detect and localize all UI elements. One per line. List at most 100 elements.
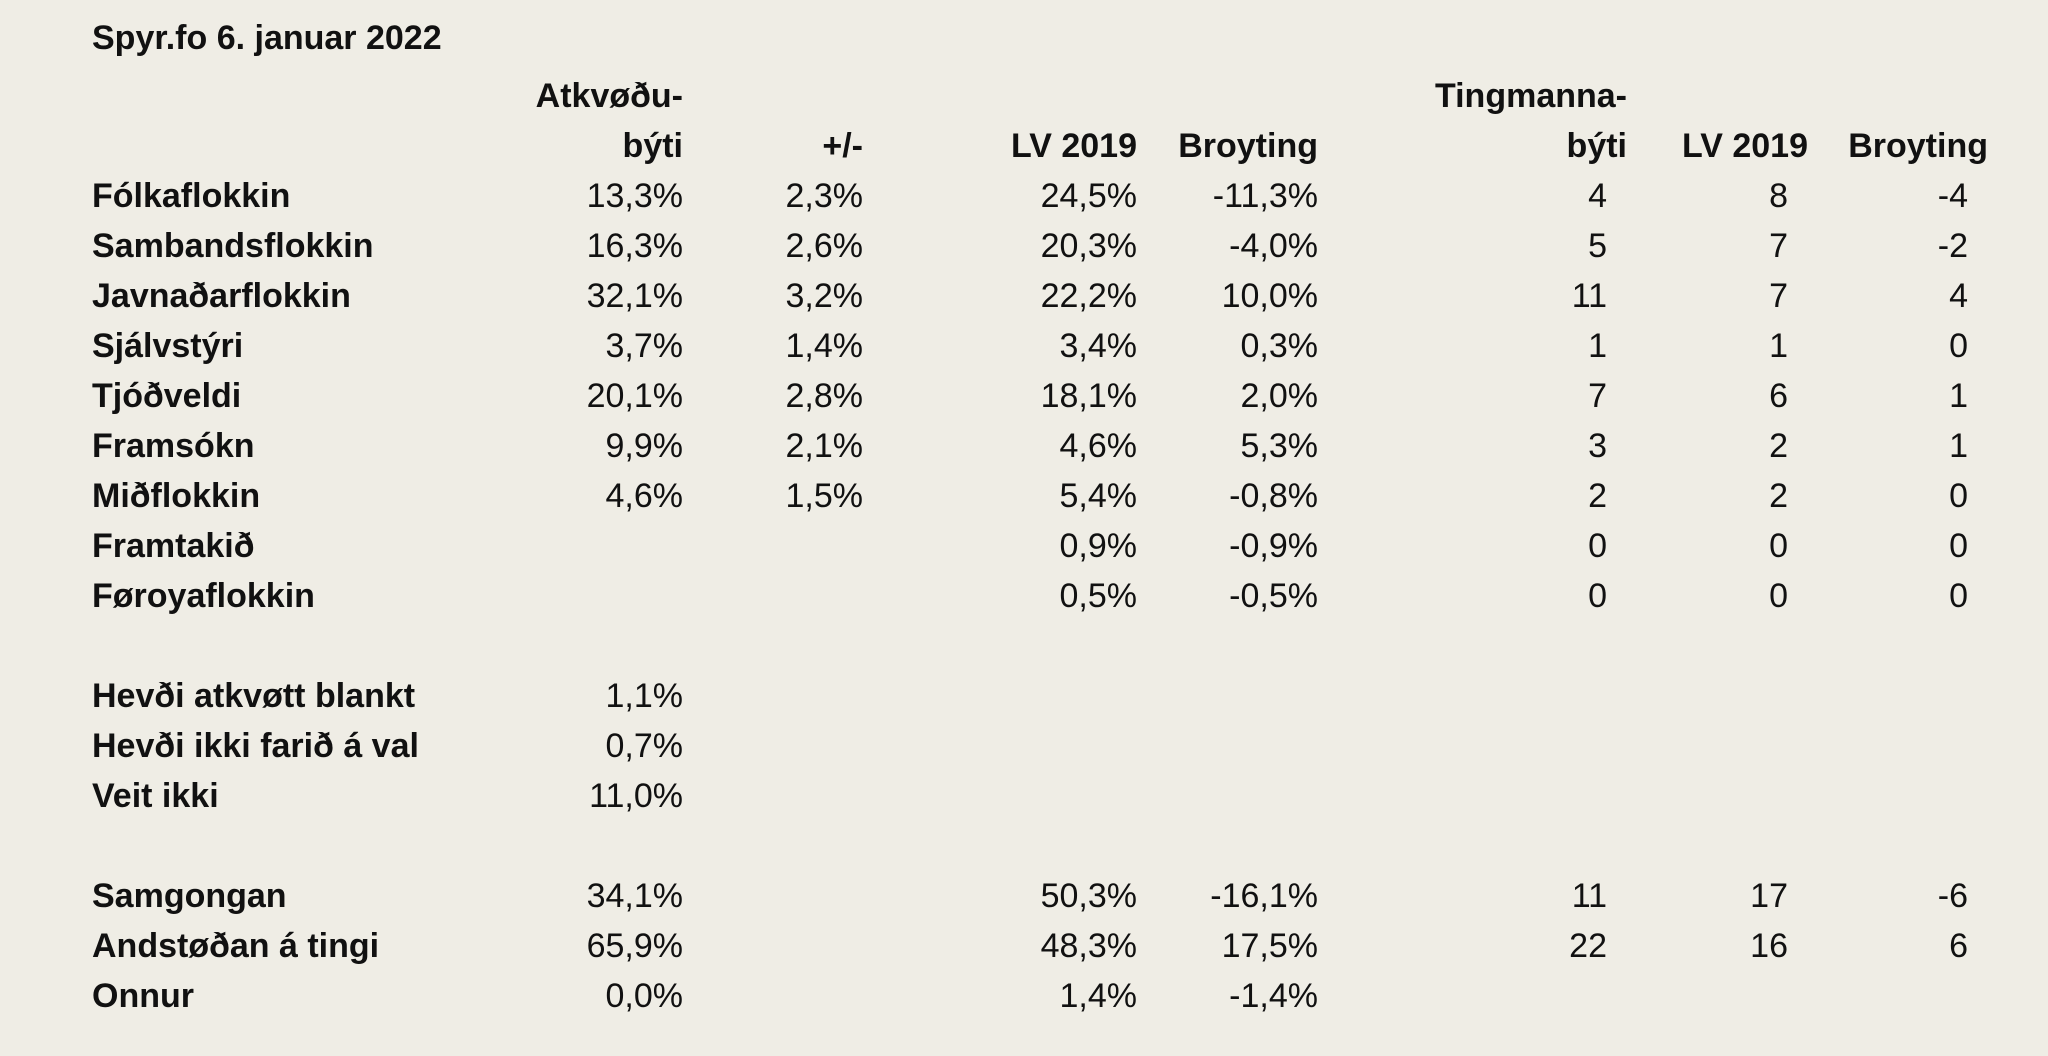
bloc-name: Samgongan (92, 877, 287, 915)
party-seats: 5 (1588, 227, 1607, 265)
bloc-name: Onnur (92, 977, 194, 1015)
bloc-seats: 11 (1571, 877, 1607, 915)
party-seats: 11 (1571, 277, 1607, 315)
bloc-seats-change: 6 (1949, 927, 1968, 965)
page-title: Spyr.fo 6. januar 2022 (92, 19, 442, 57)
header-seats-line2: býti (1566, 127, 1627, 165)
party-seats-change: 0 (1949, 577, 1968, 615)
party-seats-change: 0 (1949, 527, 1968, 565)
other-answer-label: Veit ikki (92, 777, 219, 815)
party-name: Tjóðveldi (92, 377, 242, 415)
party-seats-change: 0 (1949, 477, 1968, 515)
party-change: -4,0% (1229, 227, 1318, 265)
party-seats-lv2019: 7 (1769, 227, 1788, 265)
bloc-lv2019: 48,3% (1040, 927, 1137, 965)
party-votes: 16,3% (586, 227, 683, 265)
party-change: 5,3% (1240, 427, 1319, 465)
party-lv2019: 22,2% (1040, 277, 1137, 315)
header-seats-lv2019: LV 2019 (1681, 127, 1808, 165)
party-name: Fólkaflokkin (92, 177, 291, 215)
other-answer-value: 0,7% (605, 727, 684, 765)
bloc-seats-change: -6 (1937, 877, 1968, 915)
party-margin: 2,8% (785, 377, 864, 415)
party-seats: 0 (1588, 527, 1607, 565)
party-name: Sambandsflokkin (92, 227, 374, 265)
bloc-change: -1,4% (1229, 977, 1318, 1015)
header-lv2019: LV 2019 (1010, 127, 1137, 165)
header-votes-line2: býti (622, 127, 683, 165)
party-votes: 20,1% (586, 377, 683, 415)
party-lv2019: 0,5% (1059, 577, 1138, 615)
party-name: Framtakið (92, 527, 255, 565)
other-answer-value: 1,1% (605, 677, 684, 715)
party-seats-lv2019: 0 (1769, 577, 1788, 615)
bloc-votes: 34,1% (586, 877, 683, 915)
party-margin: 2,1% (785, 427, 864, 465)
party-change: 2,0% (1240, 377, 1319, 415)
other-answer-label: Hevði ikki farið á val (92, 727, 419, 765)
party-change: 0,3% (1240, 327, 1319, 365)
party-votes: 32,1% (586, 277, 683, 315)
bloc-change: 17,5% (1221, 927, 1318, 965)
party-lv2019: 18,1% (1040, 377, 1137, 415)
party-lv2019: 3,4% (1059, 327, 1138, 365)
bloc-votes: 65,9% (586, 927, 683, 965)
bloc-name: Andstøðan á tingi (92, 927, 380, 965)
party-seats: 3 (1588, 427, 1607, 465)
party-name: Føroyaflokkin (92, 577, 315, 615)
party-name: Sjálvstýri (92, 327, 244, 365)
party-margin: 1,4% (785, 327, 864, 365)
party-votes: 3,7% (605, 327, 684, 365)
party-seats-change: 1 (1949, 377, 1968, 415)
party-seats-lv2019: 0 (1769, 527, 1788, 565)
party-name: Javnaðarflokkin (92, 277, 351, 315)
header-seats-broyting: Broyting (1848, 127, 1988, 165)
party-name: Miðflokkin (92, 477, 261, 515)
party-seats-lv2019: 8 (1769, 177, 1788, 215)
party-votes: 13,3% (586, 177, 683, 215)
party-seats-lv2019: 2 (1769, 427, 1788, 465)
party-change: -0,5% (1229, 577, 1318, 615)
party-seats: 2 (1588, 477, 1607, 515)
party-change: -0,9% (1229, 527, 1318, 565)
party-change: 10,0% (1221, 277, 1318, 315)
bloc-change: -16,1% (1210, 877, 1318, 915)
party-seats: 4 (1588, 177, 1607, 215)
bloc-lv2019: 1,4% (1059, 977, 1138, 1015)
party-seats-change: 4 (1949, 277, 1968, 315)
header-broyting: Broyting (1178, 127, 1318, 165)
party-seats-change: -4 (1937, 177, 1968, 215)
party-lv2019: 0,9% (1059, 527, 1138, 565)
other-answer-value: 11,0% (589, 777, 683, 815)
bloc-lv2019: 50,3% (1040, 877, 1137, 915)
party-margin: 2,3% (785, 177, 864, 215)
party-change: -0,8% (1229, 477, 1318, 515)
header-seats-line1: Tingmanna- (1434, 77, 1627, 115)
bloc-votes: 0,0% (605, 977, 684, 1015)
header-votes-line1: Atkvøðu- (535, 77, 683, 115)
party-seats: 0 (1588, 577, 1607, 615)
party-seats-change: 0 (1949, 327, 1968, 365)
bloc-seats-lv2019: 16 (1750, 927, 1788, 965)
party-lv2019: 5,4% (1059, 477, 1138, 515)
party-margin: 3,2% (785, 277, 864, 315)
party-seats-lv2019: 6 (1769, 377, 1788, 415)
party-seats-lv2019: 7 (1769, 277, 1788, 315)
party-lv2019: 4,6% (1059, 427, 1138, 465)
party-seats: 1 (1588, 327, 1607, 365)
party-margin: 2,6% (785, 227, 864, 265)
party-seats-lv2019: 1 (1769, 327, 1788, 365)
bloc-seats: 22 (1569, 927, 1607, 965)
party-votes: 4,6% (605, 477, 684, 515)
header-change: +/- (822, 127, 863, 165)
other-answer-label: Hevði atkvøtt blankt (92, 677, 416, 715)
party-seats-change: 1 (1949, 427, 1968, 465)
party-margin: 1,5% (785, 477, 864, 515)
bloc-seats-lv2019: 17 (1750, 877, 1788, 915)
party-seats-lv2019: 2 (1769, 477, 1788, 515)
party-change: -11,3% (1212, 177, 1318, 215)
party-lv2019: 20,3% (1040, 227, 1137, 265)
party-name: Framsókn (92, 427, 255, 465)
party-lv2019: 24,5% (1040, 177, 1137, 215)
party-seats-change: -2 (1937, 227, 1968, 265)
